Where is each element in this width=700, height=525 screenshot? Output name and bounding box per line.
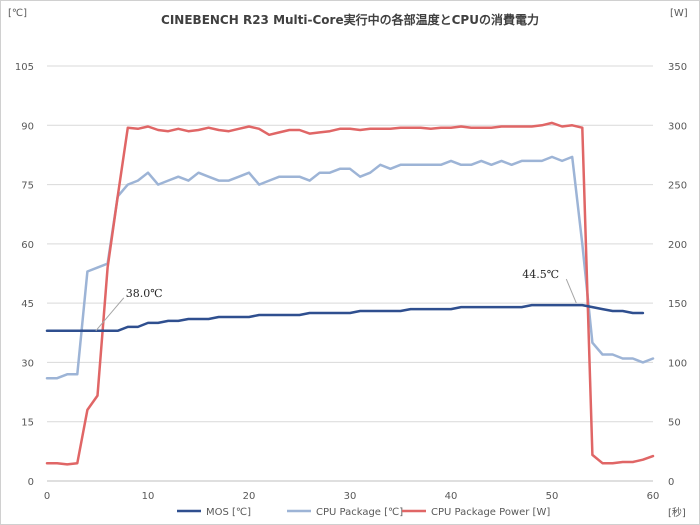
annotation-label: 44.5℃ bbox=[522, 268, 559, 281]
series-line-1 bbox=[45, 155, 655, 380]
legend: MOS [℃] CPU Package [℃] CPU Package Power … bbox=[177, 507, 550, 518]
x-tick-label: 40 bbox=[445, 491, 458, 502]
y-left-tick-label: 30 bbox=[21, 358, 34, 369]
y-right-tick-label: 350 bbox=[668, 62, 687, 73]
y-left-tick-label: 75 bbox=[21, 181, 34, 192]
legend-label: CPU Package [℃] bbox=[316, 507, 403, 518]
y-right-unit: [W] bbox=[670, 8, 688, 19]
x-tick-label: 10 bbox=[142, 491, 155, 502]
x-tick-label: 0 bbox=[44, 491, 50, 502]
annotation-label: 38.0℃ bbox=[126, 287, 163, 300]
y-left-tick-label: 60 bbox=[21, 240, 34, 251]
legend-label: MOS [℃] bbox=[206, 507, 251, 518]
x-tick-label: 60 bbox=[647, 491, 660, 502]
y-left-tick-label: 45 bbox=[21, 299, 34, 310]
series-line-2 bbox=[45, 121, 655, 466]
annotation-leader bbox=[95, 297, 125, 332]
y-left-tick-label: 15 bbox=[21, 418, 34, 429]
annotations: 38.0℃ 44.5℃ bbox=[95, 268, 577, 332]
y-left-unit: [℃] bbox=[8, 8, 27, 19]
chart-title: CINEBENCH R23 Multi-Core実行中の各部温度とCPUの消費電… bbox=[161, 12, 539, 27]
annotation-leader bbox=[565, 278, 577, 304]
legend-label: CPU Package Power [W] bbox=[431, 507, 550, 518]
x-tick-label: 30 bbox=[344, 491, 357, 502]
y-right-tick-label: 150 bbox=[668, 299, 687, 310]
y-left-tick-label: 105 bbox=[15, 62, 34, 73]
gridlines bbox=[47, 65, 653, 482]
y-right-tick-label: 250 bbox=[668, 181, 687, 192]
y-right-tick-label: 200 bbox=[668, 240, 687, 251]
y-right-tick-label: 0 bbox=[668, 477, 674, 488]
y-right-tick-label: 300 bbox=[668, 121, 687, 132]
x-tick-label: 50 bbox=[546, 491, 559, 502]
series-line-0 bbox=[45, 303, 645, 333]
x-tick-label: 20 bbox=[243, 491, 256, 502]
series-lines bbox=[45, 121, 655, 466]
y-right-tick-label: 50 bbox=[668, 418, 681, 429]
x-unit: [秒] bbox=[668, 506, 686, 519]
y-right-tick-label: 100 bbox=[668, 358, 687, 369]
y-left-tick-label: 90 bbox=[21, 121, 34, 132]
y-left-tick-label: 0 bbox=[28, 477, 34, 488]
